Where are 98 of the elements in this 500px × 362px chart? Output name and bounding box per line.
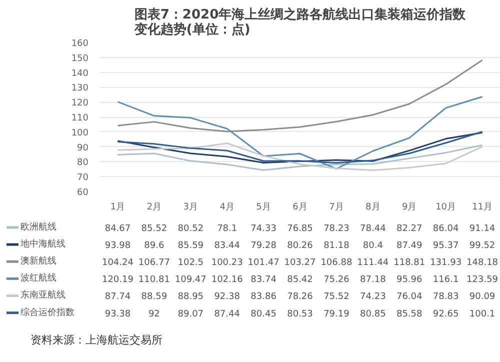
- legend-label: 波红航线: [20, 272, 56, 284]
- data-label: 109.47: [174, 275, 206, 286]
- legend-label: 地中海航线: [20, 238, 66, 250]
- data-label: 92: [148, 309, 160, 320]
- y-tick-label: 60: [77, 188, 89, 198]
- data-label: 106.77: [138, 258, 170, 268]
- data-label: 80.26: [287, 241, 314, 252]
- y-tick-label: 130: [71, 84, 89, 94]
- y-tick-label: 120: [71, 98, 89, 109]
- data-label: 99.52: [469, 241, 496, 252]
- data-label: 78.23: [324, 224, 350, 234]
- data-label: 76.04: [396, 292, 423, 302]
- data-label: 80.52: [178, 224, 204, 234]
- data-label: 123.59: [466, 275, 498, 286]
- data-label: 93.98: [104, 241, 131, 252]
- data-label: 131.93: [430, 258, 462, 268]
- data-label: 87.44: [214, 309, 240, 320]
- data-label: 81.18: [324, 241, 350, 252]
- data-label: 92.65: [432, 309, 459, 320]
- data-label: 111.44: [357, 258, 389, 268]
- y-tick-label: 90: [77, 143, 89, 154]
- data-label: 100.23: [211, 258, 243, 268]
- data-label: 85.59: [178, 241, 204, 252]
- y-tick-label: 150: [71, 54, 89, 64]
- x-tick-label: 10月: [436, 202, 456, 212]
- data-label: 101.47: [248, 258, 280, 268]
- data-label: 78.83: [432, 292, 459, 302]
- data-label: 95.37: [432, 241, 459, 252]
- x-tick-label: 9月: [402, 202, 417, 212]
- data-label: 79.28: [250, 241, 277, 252]
- data-label: 87.74: [104, 292, 131, 302]
- data-label: 87.49: [396, 241, 423, 252]
- data-label: 118.81: [394, 258, 426, 268]
- x-tick-label: 11月: [472, 202, 492, 212]
- legend-label: 澳新航线: [20, 256, 56, 267]
- y-tick-label: 160: [71, 39, 89, 49]
- data-label: 110.81: [138, 275, 170, 286]
- data-label: 88.95: [178, 292, 204, 302]
- data-label: 92.38: [214, 292, 240, 302]
- data-label: 93.38: [104, 309, 131, 320]
- data-label: 75.52: [324, 292, 350, 302]
- data-label: 102.5: [178, 258, 204, 268]
- x-tick-label: 6月: [292, 202, 308, 212]
- data-label: 91.14: [469, 224, 496, 234]
- data-label: 83.44: [214, 241, 240, 252]
- data-label: 120.19: [102, 275, 134, 286]
- data-label: 78.1: [217, 224, 238, 234]
- data-label: 100.1: [469, 309, 496, 320]
- line-series: [116, 59, 484, 132]
- data-label: 85.58: [396, 309, 423, 320]
- line-series: [116, 96, 484, 170]
- data-label: 102.16: [211, 275, 244, 286]
- data-label: 80.53: [287, 309, 313, 320]
- y-tick-label: 70: [77, 173, 89, 184]
- data-label: 80.4: [362, 241, 384, 252]
- y-tick-label: 80: [77, 158, 89, 168]
- data-label: 148.18: [466, 258, 498, 268]
- data-label: 82.27: [396, 224, 422, 234]
- data-label: 106.88: [320, 258, 352, 268]
- data-label: 84.67: [104, 224, 131, 234]
- data-label: 89.6: [144, 241, 164, 252]
- data-label: 85.42: [287, 275, 313, 286]
- text: 资料来源：上海航运交易所: [30, 334, 162, 347]
- data-label: 87.18: [360, 275, 386, 286]
- y-tick-label: 140: [71, 68, 89, 79]
- chart-title: 图表7：2020年海上丝绸之路各航线出口集装箱运价指数变化趋势(单位：点): [133, 6, 467, 38]
- data-label: 88.59: [141, 292, 168, 302]
- data-label: 80.45: [250, 309, 276, 320]
- data-label: 74.33: [250, 224, 276, 234]
- data-label: 103.27: [284, 258, 316, 268]
- data-label: 79.19: [324, 309, 350, 320]
- data-label: 78.26: [287, 292, 314, 302]
- legend-label: 综合运价指数: [20, 306, 74, 318]
- data-label: 83.86: [250, 292, 277, 302]
- y-tick-label: 110: [71, 114, 89, 124]
- data-label: 86.04: [432, 224, 459, 234]
- x-tick-label: 4月: [220, 202, 234, 212]
- y-tick-label: 100: [71, 128, 89, 138]
- data-label: 74.23: [360, 292, 386, 302]
- data-label: 78.44: [360, 224, 386, 234]
- data-label: 75.26: [324, 275, 350, 286]
- legend-label: 东南亚航线: [20, 290, 66, 301]
- x-tick-label: 7月: [329, 202, 344, 212]
- data-label: 116.1: [432, 275, 459, 286]
- legend-label: 欧洲航线: [20, 221, 56, 232]
- data-label: 104.24: [102, 258, 134, 268]
- data-label: 90.09: [469, 292, 496, 302]
- data-label: 83.74: [250, 275, 277, 286]
- data-label: 85.52: [141, 224, 168, 234]
- data-label: 95.96: [396, 275, 423, 286]
- x-tick-label: 5月: [256, 202, 271, 212]
- x-tick-label: 3月: [183, 202, 198, 212]
- x-tick-label: 8月: [366, 202, 380, 212]
- data-label: 76.85: [287, 224, 313, 234]
- data-label: 89.07: [178, 309, 204, 320]
- x-tick-label: 2月: [146, 202, 162, 212]
- x-tick-label: 1月: [110, 202, 126, 212]
- data-label: 80.85: [360, 309, 386, 320]
